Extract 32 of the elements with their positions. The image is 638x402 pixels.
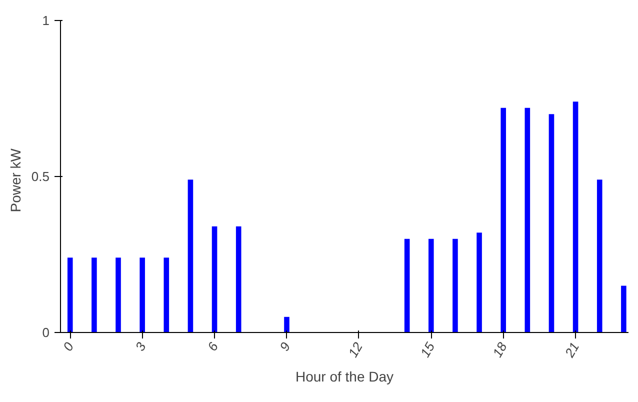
- bar: [596, 180, 602, 332]
- bar: [212, 226, 218, 332]
- bar: [452, 238, 458, 332]
- bar: [621, 286, 626, 332]
- x-tick-label: 12: [345, 339, 366, 360]
- bar: [92, 258, 97, 332]
- bar: [236, 226, 242, 332]
- bar: [476, 232, 482, 332]
- bar: [428, 238, 434, 332]
- x-tick-label: 3: [132, 339, 150, 354]
- bar: [164, 258, 170, 332]
- bar: [548, 114, 554, 332]
- x-tick-label: 6: [204, 339, 222, 354]
- x-tick-label: 0: [60, 339, 78, 354]
- x-tick-label: 21: [561, 340, 582, 361]
- y-tick-label: 1: [42, 13, 50, 28]
- x-tick-label: 9: [276, 340, 294, 354]
- bar: [284, 316, 290, 332]
- bar: [404, 238, 410, 332]
- bar: [116, 258, 121, 332]
- x-axis-title: Hour of the Day: [295, 368, 394, 385]
- bar: [188, 180, 194, 332]
- bar: [500, 108, 506, 332]
- bar: [67, 258, 73, 332]
- bar: [140, 258, 145, 332]
- bar: [572, 102, 578, 332]
- x-tick-label: 18: [490, 339, 510, 360]
- y-axis-title: Power kW: [7, 148, 24, 212]
- y-tick-label: 0: [42, 325, 50, 340]
- y-tick-label: 0.5: [31, 169, 50, 184]
- bar: [524, 108, 530, 332]
- x-tick-label: 15: [417, 339, 438, 360]
